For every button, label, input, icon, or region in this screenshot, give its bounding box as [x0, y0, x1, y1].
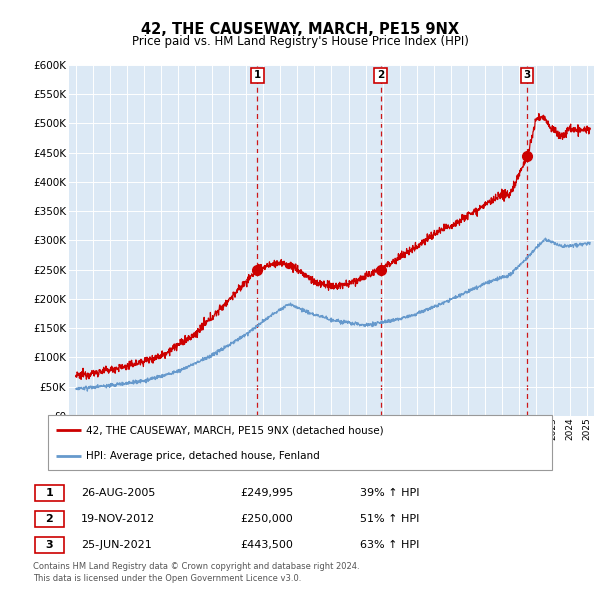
Text: 25-JUN-2021: 25-JUN-2021	[81, 540, 152, 550]
FancyBboxPatch shape	[35, 537, 64, 553]
Text: 2: 2	[46, 514, 53, 524]
FancyBboxPatch shape	[35, 511, 64, 527]
Text: 3: 3	[524, 70, 531, 80]
Text: Price paid vs. HM Land Registry's House Price Index (HPI): Price paid vs. HM Land Registry's House …	[131, 35, 469, 48]
Text: 51% ↑ HPI: 51% ↑ HPI	[360, 514, 419, 524]
Text: 19-NOV-2012: 19-NOV-2012	[81, 514, 155, 524]
Text: £249,995: £249,995	[240, 488, 293, 498]
Text: 3: 3	[46, 540, 53, 550]
FancyBboxPatch shape	[35, 485, 64, 501]
Text: 42, THE CAUSEWAY, MARCH, PE15 9NX: 42, THE CAUSEWAY, MARCH, PE15 9NX	[141, 22, 459, 37]
Text: £443,500: £443,500	[240, 540, 293, 550]
FancyBboxPatch shape	[48, 415, 552, 470]
Text: 26-AUG-2005: 26-AUG-2005	[81, 488, 155, 498]
Text: This data is licensed under the Open Government Licence v3.0.: This data is licensed under the Open Gov…	[33, 574, 301, 583]
Text: HPI: Average price, detached house, Fenland: HPI: Average price, detached house, Fenl…	[86, 451, 320, 461]
Text: 42, THE CAUSEWAY, MARCH, PE15 9NX (detached house): 42, THE CAUSEWAY, MARCH, PE15 9NX (detac…	[86, 425, 383, 435]
Text: 39% ↑ HPI: 39% ↑ HPI	[360, 488, 419, 498]
Text: £250,000: £250,000	[240, 514, 293, 524]
Text: 1: 1	[46, 488, 53, 498]
Text: 2: 2	[377, 70, 384, 80]
Text: Contains HM Land Registry data © Crown copyright and database right 2024.: Contains HM Land Registry data © Crown c…	[33, 562, 359, 571]
Text: 63% ↑ HPI: 63% ↑ HPI	[360, 540, 419, 550]
Text: 1: 1	[254, 70, 261, 80]
